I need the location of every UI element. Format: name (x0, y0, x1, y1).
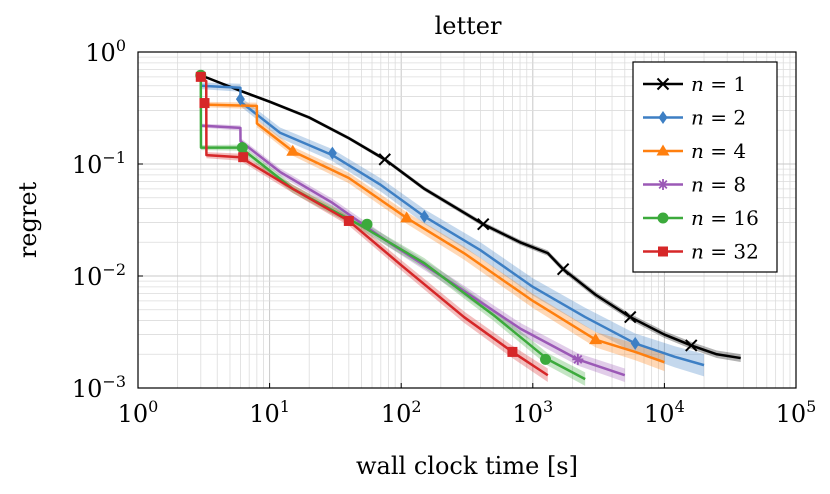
series-band-2 (200, 82, 705, 377)
series-line-32 (200, 75, 549, 377)
x-tick-label: 100 (118, 397, 159, 428)
series-marker-32 (195, 71, 206, 82)
series-marker-16 (361, 218, 373, 230)
series-marker-1 (378, 153, 391, 166)
series-marker-2 (419, 209, 429, 223)
legend-marker (658, 111, 668, 124)
series-marker-32 (199, 98, 210, 109)
series-marker-1 (556, 262, 570, 276)
series-marker-4 (589, 333, 603, 345)
y-axis-label: regret (14, 181, 42, 258)
chart-title: letter (435, 12, 502, 40)
series-marker-1 (624, 310, 637, 324)
legend-label: n = 1 (691, 72, 746, 96)
legend-marker (657, 179, 669, 190)
legend-box (632, 61, 778, 273)
x-tick-label: 105 (776, 397, 817, 428)
legend-marker (658, 246, 668, 257)
legend-label: n = 2 (691, 106, 746, 130)
series-marker-1 (477, 218, 490, 231)
series-line-1 (200, 74, 741, 360)
series-marker-8 (572, 353, 584, 365)
series-line-8 (200, 124, 626, 377)
legend-label: n = 32 (691, 240, 759, 264)
series-markers (195, 69, 698, 365)
x-tick-labels: 100 101 102 103 104 105 (118, 383, 817, 428)
x-tick-label: 102 (381, 397, 422, 428)
series-band-4 (200, 101, 665, 372)
y-tick-label: 100 (85, 36, 126, 67)
y-tick-label: 10−3 (72, 372, 126, 403)
series-marker-2 (630, 336, 640, 350)
plot-frame (137, 51, 797, 389)
legend-marker (656, 144, 670, 156)
x-tick-label: 103 (512, 397, 553, 428)
y-tick-label: 10−2 (72, 260, 126, 291)
series-marker-16 (236, 142, 248, 154)
y-tick-labels: 100 10−1 10−2 10−3 (72, 36, 143, 403)
series-marker-4 (400, 211, 414, 223)
series-marker-2 (235, 92, 245, 106)
legend-label: n = 4 (691, 139, 746, 163)
series-marker-2 (327, 146, 337, 160)
x-tick-label: 104 (644, 397, 685, 428)
series-marker-16 (540, 353, 552, 365)
legend-marker (657, 212, 669, 224)
x-axis-label: wall clock time [s] (356, 452, 578, 480)
y-tick-label: 10−1 (72, 148, 126, 179)
series-marker-1 (685, 339, 698, 352)
series-marker-32 (507, 346, 518, 357)
legend-marker (656, 77, 670, 91)
series-marker-4 (286, 144, 300, 156)
legend-label: n = 16 (691, 206, 759, 230)
legend: n = 1 n = 2 n = 4 n = 8 n = 16 n = 32 (632, 61, 778, 273)
series-marker-32 (238, 152, 249, 163)
legend-label: n = 8 (691, 173, 746, 197)
series-marker-32 (343, 215, 354, 226)
x-tick-label: 101 (249, 397, 290, 428)
